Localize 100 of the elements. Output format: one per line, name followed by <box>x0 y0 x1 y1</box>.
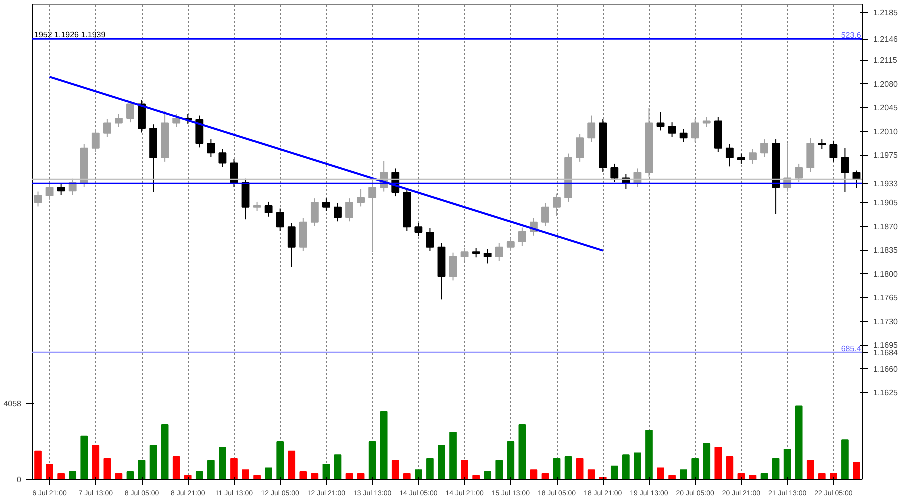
candlestick <box>738 153 746 164</box>
bar <box>219 447 226 480</box>
y-tick-label: 1.1933 <box>874 180 899 189</box>
y-tick-label: 1.1684 <box>874 348 899 358</box>
bar <box>806 460 814 480</box>
bar <box>242 470 250 480</box>
candlestick <box>484 248 492 264</box>
bar <box>564 456 572 480</box>
y-tick-label: 1.1625 <box>874 388 899 398</box>
bar <box>172 456 180 480</box>
bar <box>680 470 688 480</box>
annotation: 523.6 <box>841 31 862 40</box>
candlestick <box>702 116 711 128</box>
bar <box>507 441 515 480</box>
candlestick <box>726 144 734 168</box>
candlestick <box>426 228 434 252</box>
bar <box>438 445 446 480</box>
annotation: 685.4 <box>841 344 862 354</box>
candlestick <box>460 248 469 262</box>
y-tick-label: 1.2010 <box>874 127 899 136</box>
bar <box>276 441 284 480</box>
y2-tick-label: 0 <box>17 476 22 484</box>
bar <box>368 441 376 480</box>
bar <box>265 468 272 480</box>
bar <box>530 470 538 480</box>
candlestick <box>542 202 550 227</box>
bar <box>634 452 642 480</box>
candlestick <box>576 134 584 162</box>
bar <box>69 471 77 480</box>
bar <box>322 464 330 480</box>
candlestick <box>322 198 330 212</box>
bar <box>668 475 676 480</box>
bar <box>196 471 204 480</box>
candlestick <box>680 128 688 143</box>
candlestick <box>218 148 227 168</box>
bar <box>426 458 434 480</box>
bar <box>415 470 422 480</box>
candlestick <box>830 140 838 162</box>
bar <box>126 471 134 480</box>
candlestick <box>207 139 216 158</box>
bar <box>703 443 711 480</box>
bar <box>161 424 169 480</box>
bar <box>830 473 838 480</box>
bar <box>496 460 504 480</box>
candlestick <box>449 252 458 282</box>
y-tick-label: 1.1975 <box>874 151 899 160</box>
bar <box>150 445 158 480</box>
candlestick <box>57 183 66 196</box>
candlestick <box>253 201 262 212</box>
bar <box>692 458 700 480</box>
y-tick-label: 1.2185 <box>874 8 899 18</box>
bar <box>714 447 722 480</box>
bar <box>208 460 215 480</box>
bar <box>622 454 630 480</box>
y-tick-label: 1.1730 <box>874 317 899 326</box>
candlestick <box>264 201 273 218</box>
candlestick <box>334 202 342 222</box>
bar <box>484 471 492 480</box>
bar <box>46 464 54 480</box>
candlestick <box>196 115 204 148</box>
candlestick <box>288 222 296 268</box>
y-tick-label: 1.1800 <box>874 270 899 279</box>
y-tick-label: 1.2045 <box>874 104 899 113</box>
bar <box>380 411 388 480</box>
bar <box>784 448 792 480</box>
bar <box>818 473 826 480</box>
bar <box>92 445 100 480</box>
y-tick-label: 1.1905 <box>874 198 899 208</box>
candlestick <box>668 122 676 138</box>
bar <box>34 450 42 480</box>
y-tick-label: 1.2146 <box>874 35 899 44</box>
y-tick-label: 1.1870 <box>874 222 899 232</box>
candlestick <box>749 148 757 164</box>
bar <box>853 462 860 480</box>
bar <box>254 475 261 480</box>
bar <box>184 475 192 480</box>
bar <box>80 436 88 480</box>
y-tick-label: 1.1835 <box>874 246 899 256</box>
candlestick <box>795 163 804 183</box>
bar <box>392 460 400 480</box>
bar <box>726 456 734 480</box>
y-tick-label: 1.1660 <box>874 364 899 374</box>
y-tick-label: 1.1695 <box>874 341 899 350</box>
bar <box>610 466 618 480</box>
candlestick <box>588 115 596 143</box>
candlestick <box>115 114 123 128</box>
candlestick <box>46 183 54 200</box>
bar <box>461 460 468 480</box>
bar <box>104 458 112 480</box>
bar <box>518 424 526 480</box>
candlestick <box>506 237 515 252</box>
candlestick <box>310 198 319 227</box>
annotation: 1952 1.1926 1.1939 <box>34 30 106 40</box>
candlestick <box>276 208 284 232</box>
bar <box>403 473 411 480</box>
y-tick-label: 1.2080 <box>874 80 899 89</box>
candlestick <box>34 191 42 208</box>
bar <box>772 458 780 480</box>
candlestick <box>172 114 181 128</box>
bar <box>553 458 561 480</box>
